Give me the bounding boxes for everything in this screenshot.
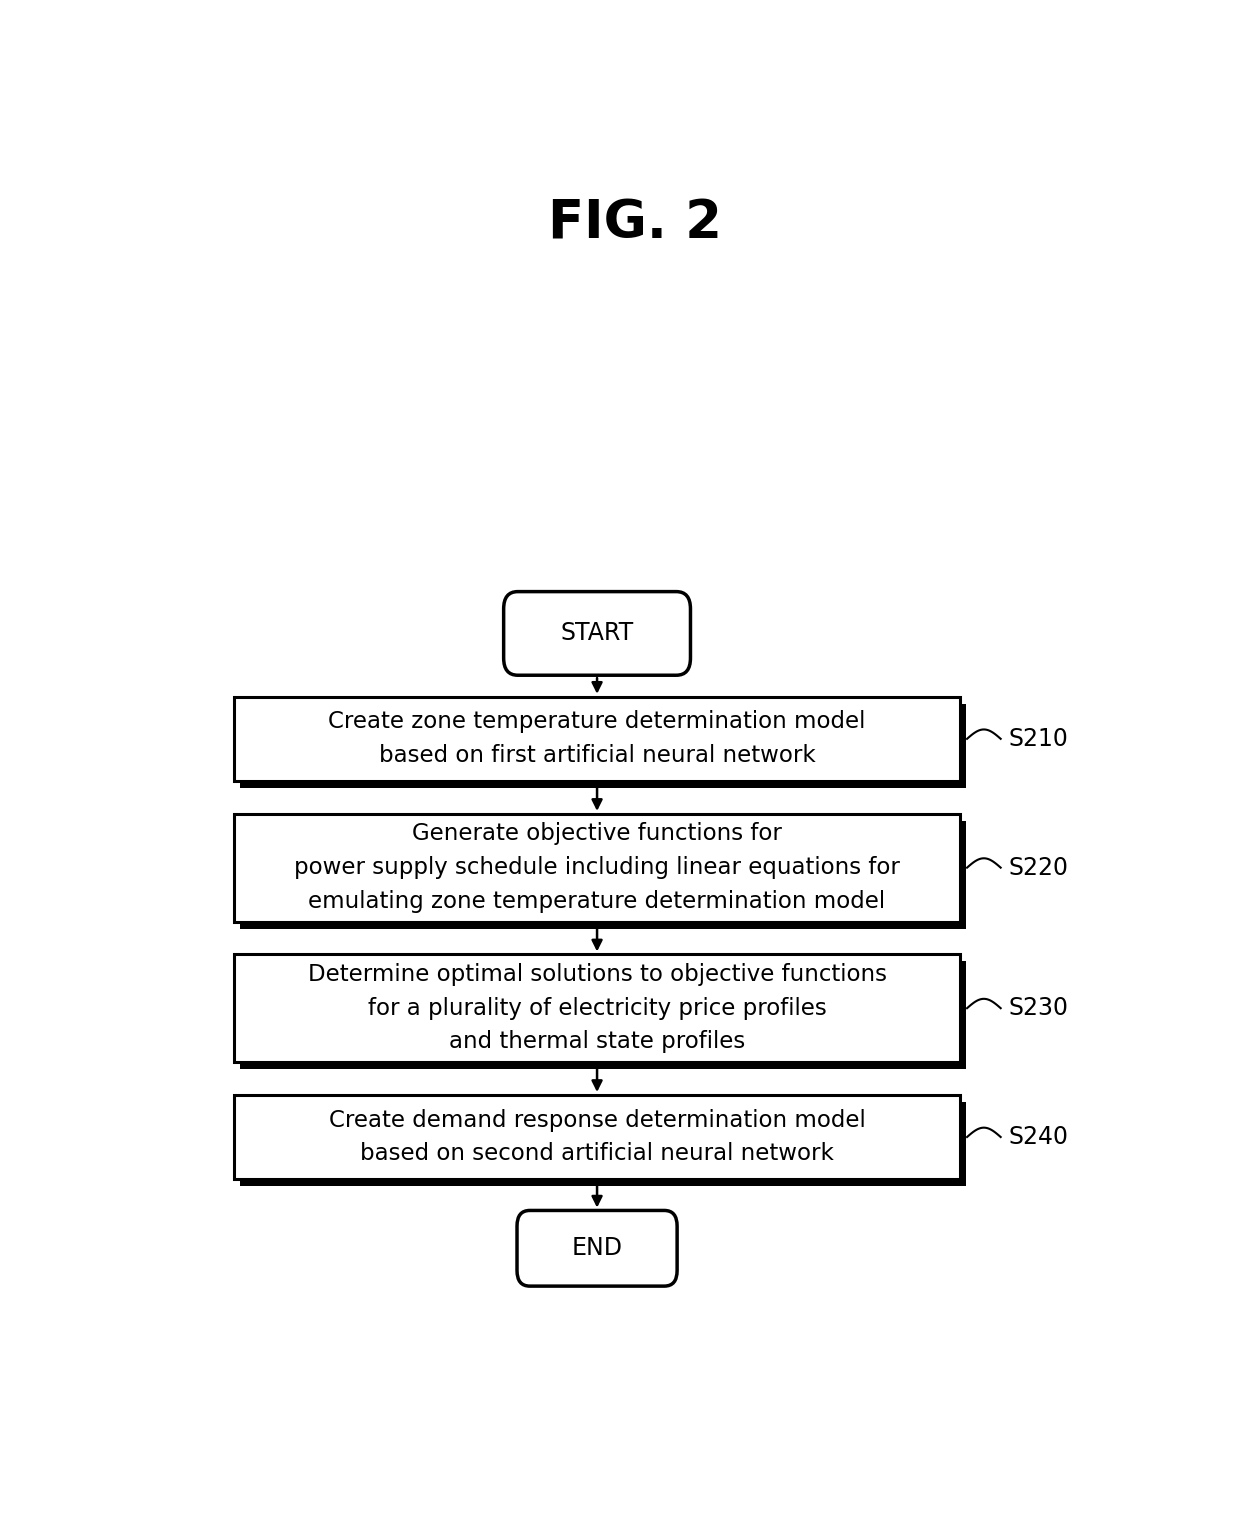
FancyBboxPatch shape bbox=[241, 704, 966, 788]
Text: END: END bbox=[572, 1237, 622, 1261]
FancyBboxPatch shape bbox=[234, 697, 960, 780]
FancyBboxPatch shape bbox=[517, 1211, 677, 1287]
Text: S230: S230 bbox=[1008, 996, 1069, 1021]
Text: Generate objective functions for
power supply schedule including linear equation: Generate objective functions for power s… bbox=[294, 823, 900, 913]
Text: S240: S240 bbox=[1008, 1126, 1069, 1148]
FancyBboxPatch shape bbox=[234, 1095, 960, 1179]
Text: S210: S210 bbox=[1008, 727, 1068, 751]
FancyBboxPatch shape bbox=[241, 821, 966, 928]
Text: START: START bbox=[560, 622, 634, 645]
Text: Create zone temperature determination model
based on first artificial neural net: Create zone temperature determination mo… bbox=[329, 710, 866, 767]
FancyBboxPatch shape bbox=[503, 592, 691, 675]
FancyBboxPatch shape bbox=[234, 814, 960, 922]
FancyBboxPatch shape bbox=[241, 1101, 966, 1186]
Text: S220: S220 bbox=[1008, 856, 1069, 879]
FancyBboxPatch shape bbox=[234, 954, 960, 1062]
Text: Determine optimal solutions to objective functions
for a plurality of electricit: Determine optimal solutions to objective… bbox=[308, 963, 887, 1054]
Text: FIG. 2: FIG. 2 bbox=[548, 198, 723, 249]
FancyBboxPatch shape bbox=[241, 961, 966, 1069]
Text: Create demand response determination model
based on second artificial neural net: Create demand response determination mod… bbox=[329, 1109, 866, 1165]
